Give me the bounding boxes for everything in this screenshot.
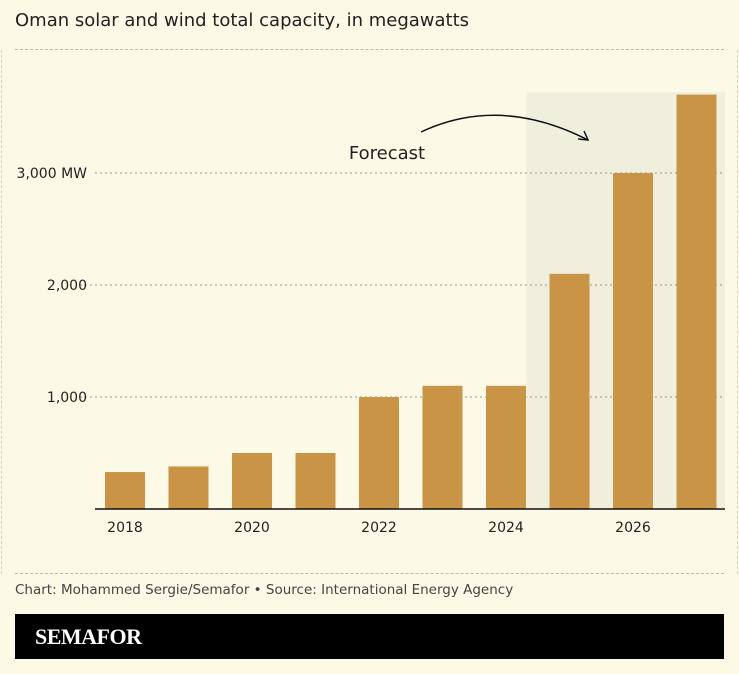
left-border [1, 50, 2, 574]
forecast-arrow [420, 114, 589, 141]
bar-2024 [486, 385, 526, 509]
bar-2021 [295, 453, 336, 509]
source-note: Chart: Mohammed Sergie/Semafor • Source:… [15, 582, 514, 598]
bar-2027 [676, 94, 717, 509]
y-tick-label: 1,000 [47, 390, 87, 406]
forecast-annotation: Forecast [349, 143, 425, 164]
bar-2020 [232, 453, 272, 509]
x-tick-label: 2020 [234, 520, 270, 536]
top-divider [15, 49, 724, 50]
x-tick-label: 2024 [488, 520, 524, 536]
chart-title: Oman solar and wind total capacity, in m… [15, 10, 470, 31]
x-tick-label: 2022 [361, 520, 397, 536]
bar-2026 [613, 173, 653, 509]
brand-banner: SEMAFOR [15, 614, 724, 659]
y-tick-label: 2,000 [47, 278, 87, 294]
x-tick-label: 2026 [615, 520, 651, 536]
y-tick-label: 3,000 MW [17, 166, 88, 182]
right-border [737, 50, 738, 574]
x-tick-label: 2018 [107, 520, 143, 536]
semafor-logo: SEMAFOR [35, 624, 142, 649]
bar-2022 [359, 397, 399, 509]
bar-2023 [422, 385, 463, 509]
bar-2018 [105, 472, 145, 509]
bar-2025 [549, 273, 590, 509]
bottom-divider [15, 573, 724, 574]
arrowhead-icon [577, 130, 590, 141]
bar-2019 [168, 466, 209, 509]
